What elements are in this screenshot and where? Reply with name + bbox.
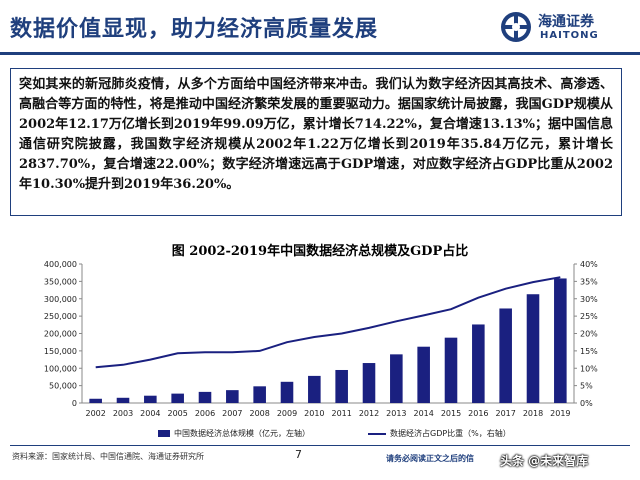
y-tick-label-right: 30%: [580, 295, 598, 304]
bar: [444, 337, 458, 403]
y-tick-label-right: 10%: [580, 364, 598, 373]
bar: [171, 393, 184, 403]
x-tick-label: 2002: [85, 409, 105, 418]
bar: [253, 386, 266, 403]
y-tick-label-left: 400,000: [44, 260, 77, 269]
bar: [526, 294, 540, 403]
x-tick-label: 2013: [386, 409, 406, 418]
x-tick-label: 2014: [413, 409, 433, 418]
bar: [89, 398, 102, 403]
x-tick-label: 2007: [222, 409, 242, 418]
bar: [362, 363, 376, 403]
bar: [226, 390, 239, 403]
logo-chinese-name: 海通证券: [538, 14, 594, 30]
bar: [144, 395, 157, 403]
y-tick-label-right: 25%: [580, 312, 598, 321]
line-series: [95, 276, 561, 369]
x-tick-label: 2008: [249, 409, 269, 418]
page-title: 数据价值显现，助力经济高质量发展: [10, 16, 379, 42]
y-tick-label-left: 50,000: [49, 382, 77, 391]
y-tick-label-left: 150,000: [44, 347, 77, 356]
x-tick-label: 2016: [468, 409, 488, 418]
x-tick-label: 2005: [167, 409, 187, 418]
bar: [472, 324, 485, 403]
company-logo: 海通证券 HAITONG: [498, 10, 638, 50]
legend-swatch-line: [368, 432, 386, 435]
logo-english-name: HAITONG: [540, 30, 599, 41]
x-tick-label: 2006: [195, 409, 215, 418]
x-tick-label: 2004: [140, 409, 160, 418]
legend-item-bar: 中国数据经济总体规模（亿元，左轴）: [158, 428, 310, 439]
y-tick-label-right: 0%: [580, 399, 593, 408]
y-tick-label-right: 20%: [580, 330, 598, 339]
title-divider: [0, 52, 640, 55]
bar: [554, 278, 567, 403]
x-tick-label: 2018: [523, 409, 543, 418]
bar: [198, 391, 212, 403]
legend-swatch-bar: [158, 430, 170, 437]
chart-legend: 中国数据经济总体规模（亿元，左轴） 数据经济占GDP比重（%，右轴）: [0, 426, 640, 440]
bar: [116, 397, 130, 403]
watermark: 头条 @未来智库: [500, 454, 589, 468]
y-tick-label-left: 100,000: [44, 364, 77, 373]
x-tick-label: 2015: [441, 409, 461, 418]
legend-label-line: 数据经济占GDP比重（%，右轴）: [390, 429, 511, 438]
x-tick-label: 2003: [113, 409, 133, 418]
bar: [335, 369, 348, 403]
y-tick-label-right: 15%: [580, 347, 598, 356]
disclaimer-text: 请务必阅读正文之后的信: [386, 454, 474, 463]
legend-item-line: 数据经济占GDP比重（%，右轴）: [368, 428, 511, 439]
y-tick-label-left: 250,000: [44, 312, 77, 321]
y-tick-label-left: 0: [72, 399, 77, 408]
x-tick-label: 2011: [331, 409, 351, 418]
chart-title: 图 2002-2019年中国数据经济总规模及GDP占比: [171, 244, 469, 259]
footer-divider: [10, 445, 630, 446]
haitong-logo-icon: [501, 12, 531, 42]
x-tick-label: 2009: [277, 409, 297, 418]
y-tick-label-left: 350,000: [44, 277, 77, 286]
source-note: 资料来源：国家统计局、中国信通院、海通证券研究所: [12, 452, 204, 461]
x-tick-label: 2019: [550, 409, 570, 418]
page-number: 7: [295, 448, 302, 461]
y-tick-label-right: 35%: [580, 277, 598, 286]
y-tick-label-right: 40%: [580, 260, 598, 269]
chart-svg: 0 50,000 100,000 150,000 200,000 250,000 300,0…: [44, 260, 598, 418]
x-tick-label: 2017: [495, 409, 515, 418]
bar: [417, 346, 430, 403]
bar: [390, 354, 403, 403]
summary-textbox: 突如其来的新冠肺炎疫情，从多个方面给中国经济带来冲击。我们认为数字经济因其高技术…: [10, 68, 622, 216]
legend-label-bar: 中国数据经济总体规模（亿元，左轴）: [174, 429, 310, 438]
y-tick-label-left: 200,000: [44, 330, 77, 339]
x-tick-label: 2010: [304, 409, 324, 418]
bar: [499, 308, 512, 403]
x-tick-label: 2012: [359, 409, 379, 418]
bar: [308, 375, 321, 403]
y-tick-label-left: 300,000: [44, 295, 77, 304]
y-tick-label-right: 5%: [580, 382, 593, 391]
bar: [280, 381, 294, 403]
